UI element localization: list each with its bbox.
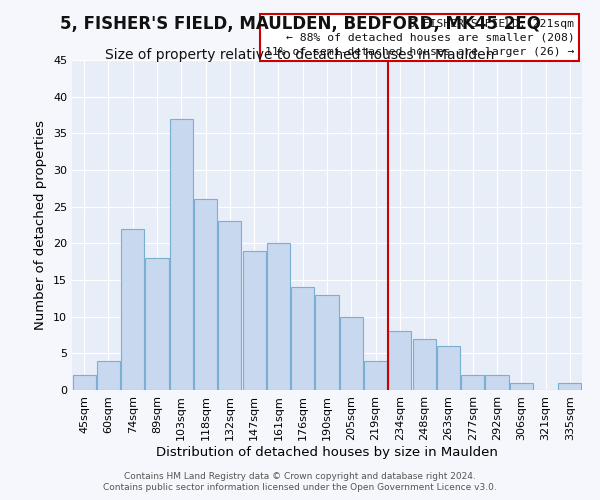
Bar bbox=[388, 332, 412, 390]
Bar bbox=[510, 382, 533, 390]
Bar bbox=[316, 294, 338, 390]
Bar bbox=[194, 200, 217, 390]
Bar bbox=[364, 360, 387, 390]
Bar bbox=[559, 382, 581, 390]
Text: Contains HM Land Registry data © Crown copyright and database right 2024.: Contains HM Land Registry data © Crown c… bbox=[124, 472, 476, 481]
Text: Size of property relative to detached houses in Maulden: Size of property relative to detached ho… bbox=[106, 48, 494, 62]
Bar bbox=[413, 338, 436, 390]
Bar bbox=[461, 376, 484, 390]
Text: Contains public sector information licensed under the Open Government Licence v3: Contains public sector information licen… bbox=[103, 484, 497, 492]
Bar bbox=[267, 244, 290, 390]
X-axis label: Distribution of detached houses by size in Maulden: Distribution of detached houses by size … bbox=[156, 446, 498, 458]
Bar bbox=[340, 316, 363, 390]
Text: 5 FISHER'S FIELD: 221sqm
← 88% of detached houses are smaller (208)
11% of semi-: 5 FISHER'S FIELD: 221sqm ← 88% of detach… bbox=[265, 18, 574, 57]
Text: 5, FISHER'S FIELD, MAULDEN, BEDFORD, MK45 2EQ: 5, FISHER'S FIELD, MAULDEN, BEDFORD, MK4… bbox=[59, 15, 541, 33]
Bar bbox=[437, 346, 460, 390]
Bar bbox=[291, 288, 314, 390]
Bar bbox=[97, 360, 120, 390]
Bar bbox=[242, 250, 266, 390]
Bar bbox=[121, 228, 144, 390]
Bar bbox=[218, 222, 241, 390]
Y-axis label: Number of detached properties: Number of detached properties bbox=[34, 120, 47, 330]
Bar bbox=[485, 376, 509, 390]
Bar bbox=[73, 376, 95, 390]
Bar bbox=[145, 258, 169, 390]
Bar bbox=[170, 118, 193, 390]
